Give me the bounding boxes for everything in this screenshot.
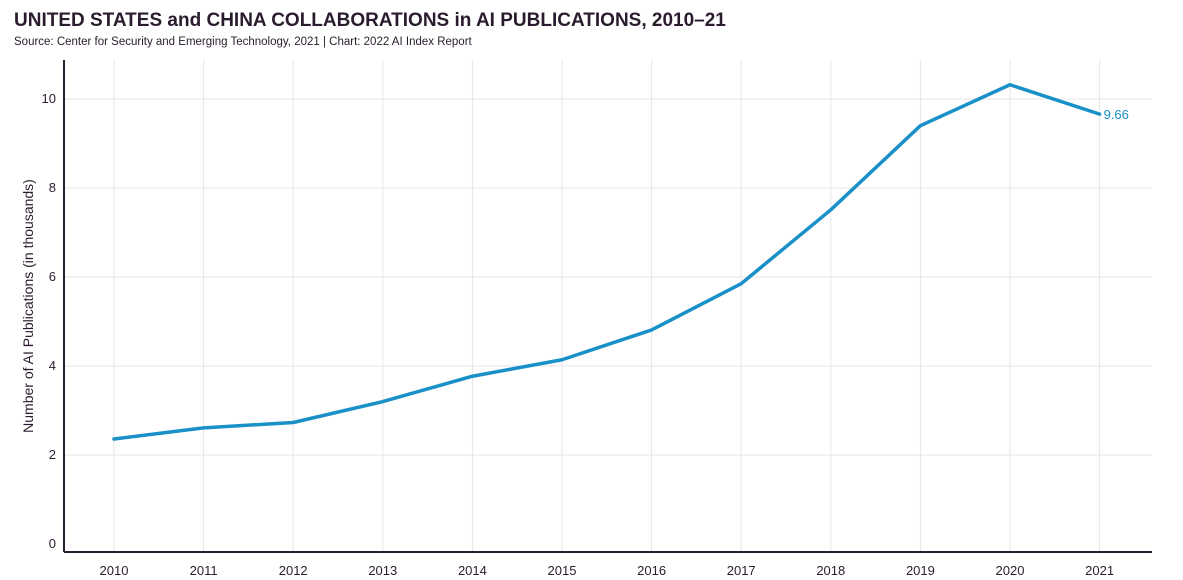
- y-tick-label: 8: [49, 180, 56, 195]
- y-tick-label: 4: [49, 358, 56, 373]
- data-point: [650, 328, 654, 332]
- data-point: [918, 124, 922, 128]
- data-label: 9.66: [1104, 107, 1129, 122]
- data-point: [470, 374, 474, 378]
- data-point: [829, 208, 833, 212]
- data-point: [1008, 83, 1012, 87]
- y-tick-label: 6: [49, 269, 56, 284]
- chart-title: UNITED STATES and CHINA COLLABORATIONS i…: [14, 10, 726, 31]
- x-tick-label: 2021: [1085, 563, 1114, 578]
- y-axis-title: Number of AI Publications (in thousands): [20, 179, 36, 433]
- y-tick-label: 10: [42, 91, 56, 106]
- data-point: [381, 400, 385, 404]
- axes: 0 2 4 6 8 10 2010 2011 2012 2013 2014 2015 2016 2017 2…: [42, 60, 1152, 578]
- data-point: [560, 358, 564, 362]
- x-tick-label: 2014: [458, 563, 487, 578]
- grid: [64, 60, 1152, 552]
- x-tick-label: 2020: [996, 563, 1025, 578]
- x-tick-label: 2019: [906, 563, 935, 578]
- y-tick-label: 0: [49, 536, 56, 551]
- series: [112, 83, 1102, 441]
- x-tick-label: 2010: [100, 563, 129, 578]
- labels: 9.66: [1104, 107, 1129, 122]
- data-point: [739, 282, 743, 286]
- data-point: [1098, 112, 1102, 116]
- y-tick-label: 2: [49, 447, 56, 462]
- x-tick-label: 2011: [190, 563, 218, 578]
- data-point: [291, 421, 295, 425]
- data-point: [202, 426, 206, 430]
- data-point: [112, 437, 116, 441]
- x-tick-label: 2018: [816, 563, 845, 578]
- x-tick-label: 2016: [637, 563, 666, 578]
- x-tick-label: 2013: [368, 563, 397, 578]
- x-tick-label: 2012: [279, 563, 308, 578]
- x-tick-label: 2015: [548, 563, 577, 578]
- x-tick-label: 2017: [727, 563, 756, 578]
- chart-subtitle: Source: Center for Security and Emerging…: [14, 36, 472, 48]
- series-line: [112, 83, 1102, 441]
